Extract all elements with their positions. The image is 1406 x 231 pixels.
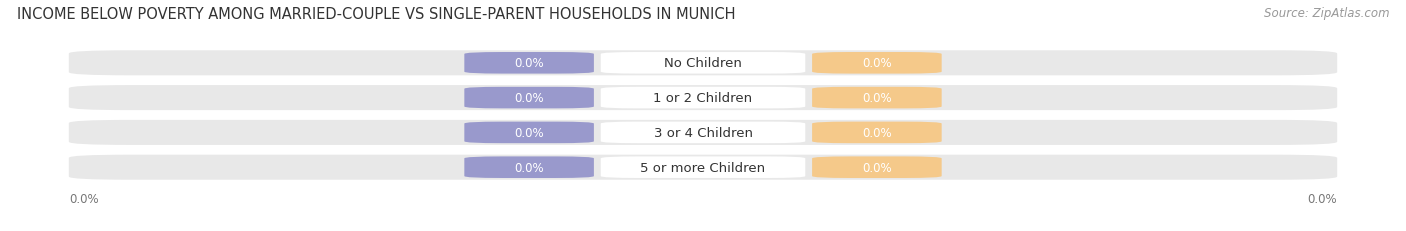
FancyBboxPatch shape xyxy=(813,53,942,74)
Text: 3 or 4 Children: 3 or 4 Children xyxy=(654,126,752,139)
Text: 0.0%: 0.0% xyxy=(515,126,544,139)
Text: 5 or more Children: 5 or more Children xyxy=(641,161,765,174)
FancyBboxPatch shape xyxy=(69,120,1337,145)
Text: 0.0%: 0.0% xyxy=(862,92,891,105)
FancyBboxPatch shape xyxy=(69,86,1337,111)
Text: Source: ZipAtlas.com: Source: ZipAtlas.com xyxy=(1264,7,1389,20)
Text: No Children: No Children xyxy=(664,57,742,70)
Text: 0.0%: 0.0% xyxy=(515,92,544,105)
Text: INCOME BELOW POVERTY AMONG MARRIED-COUPLE VS SINGLE-PARENT HOUSEHOLDS IN MUNICH: INCOME BELOW POVERTY AMONG MARRIED-COUPL… xyxy=(17,7,735,22)
FancyBboxPatch shape xyxy=(813,122,942,143)
FancyBboxPatch shape xyxy=(600,157,806,178)
FancyBboxPatch shape xyxy=(600,122,806,143)
FancyBboxPatch shape xyxy=(464,157,593,178)
Text: 0.0%: 0.0% xyxy=(862,57,891,70)
FancyBboxPatch shape xyxy=(813,87,942,109)
Text: 1 or 2 Children: 1 or 2 Children xyxy=(654,92,752,105)
FancyBboxPatch shape xyxy=(69,155,1337,180)
FancyBboxPatch shape xyxy=(600,87,806,109)
Text: 0.0%: 0.0% xyxy=(862,126,891,139)
FancyBboxPatch shape xyxy=(464,87,593,109)
Text: 0.0%: 0.0% xyxy=(515,161,544,174)
FancyBboxPatch shape xyxy=(464,53,593,74)
Text: 0.0%: 0.0% xyxy=(515,57,544,70)
Text: 0.0%: 0.0% xyxy=(69,192,98,205)
Text: 0.0%: 0.0% xyxy=(862,161,891,174)
FancyBboxPatch shape xyxy=(813,157,942,178)
FancyBboxPatch shape xyxy=(464,122,593,143)
Text: 0.0%: 0.0% xyxy=(1308,192,1337,205)
FancyBboxPatch shape xyxy=(600,53,806,74)
FancyBboxPatch shape xyxy=(69,51,1337,76)
